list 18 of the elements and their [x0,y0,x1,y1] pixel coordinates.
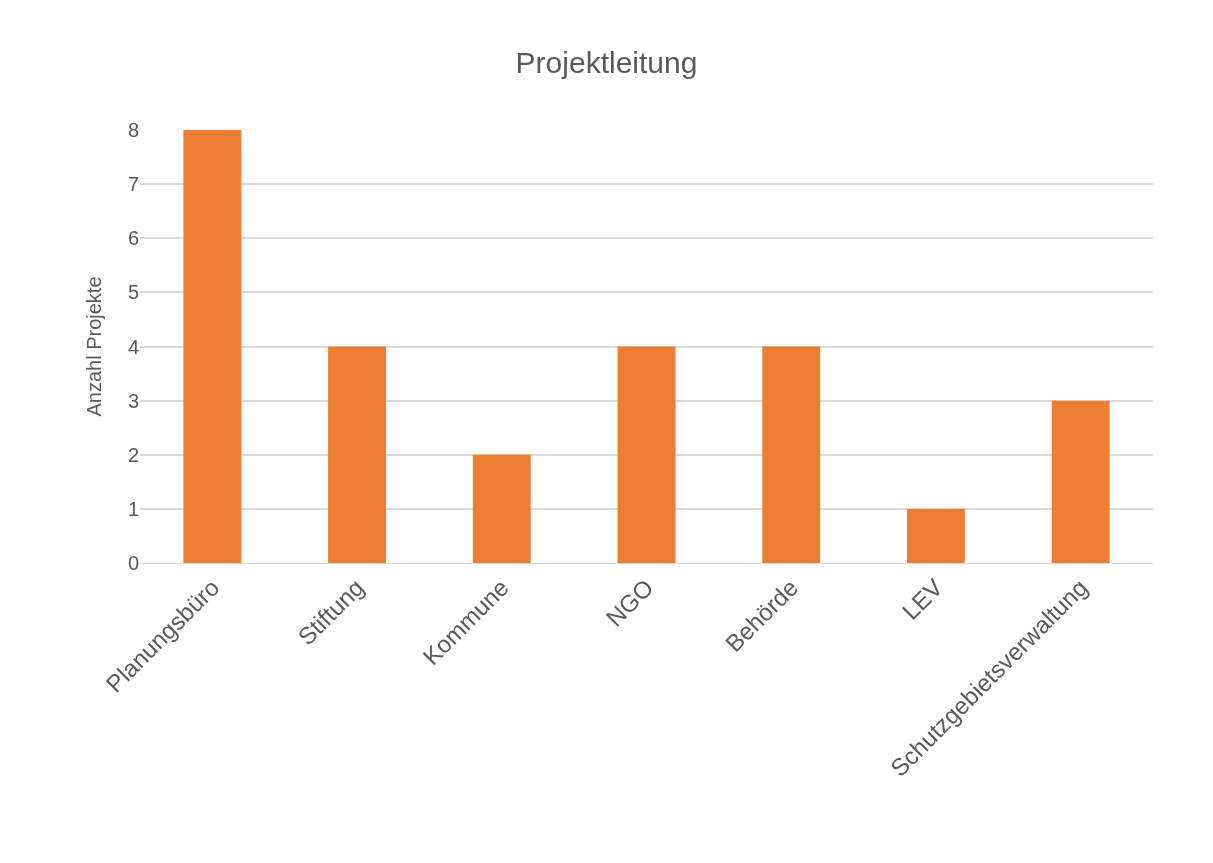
y-tick-label: 4 [127,335,139,358]
y-tick-label: 6 [127,227,139,250]
y-tick-label: 0 [127,552,139,574]
y-tick-label: 5 [127,281,139,304]
bar [183,130,242,563]
bar [328,346,387,563]
y-axis-title: Anzahl Projekte [83,276,106,417]
y-tick-label: 7 [127,173,139,196]
bar [906,508,965,563]
bar [762,346,821,563]
y-tick-label: 8 [127,119,139,141]
bar [1051,400,1110,563]
bar [617,346,676,563]
bar [472,454,531,563]
y-tick-label: 1 [127,497,139,520]
y-tick-label: 2 [127,443,139,466]
chart-title: Projektleitung [515,45,698,79]
y-tick-label: 3 [127,389,139,412]
